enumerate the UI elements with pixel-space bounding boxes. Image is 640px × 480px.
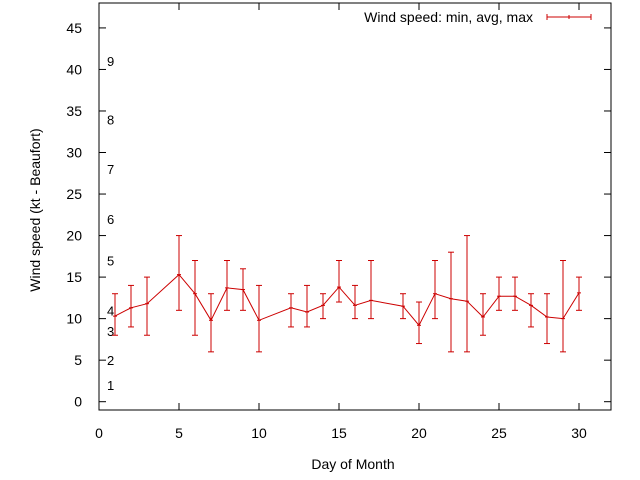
y-tick-label: 35 <box>66 103 82 119</box>
data-point <box>544 293 550 345</box>
x-tick-label: 5 <box>175 425 183 441</box>
beaufort-label: 5 <box>107 253 114 268</box>
y-tick-label: 5 <box>74 352 82 368</box>
data-point <box>352 284 358 320</box>
beaufort-annotations: 1 2 3 4 5 6 7 8 9 <box>107 54 114 393</box>
beaufort-label: 4 <box>107 303 114 318</box>
x-tick-label: 10 <box>251 425 267 441</box>
beaufort-label: 1 <box>107 378 114 393</box>
y-tick-label: 25 <box>66 186 82 202</box>
data-point <box>288 293 294 328</box>
plot-frame <box>98 2 612 411</box>
beaufort-label: 8 <box>107 112 114 127</box>
data-point <box>144 276 150 336</box>
x-tick-label: 15 <box>331 425 347 441</box>
data-point <box>416 301 422 345</box>
plot-border <box>98 2 612 411</box>
data-point <box>368 259 374 320</box>
y-tick-label: 20 <box>66 228 82 244</box>
series-layer <box>112 235 582 353</box>
data-point <box>112 293 118 336</box>
data-point <box>320 293 326 320</box>
data-point <box>448 251 454 353</box>
x-tick-label: 25 <box>491 425 507 441</box>
data-point <box>576 276 582 311</box>
data-point <box>400 293 406 320</box>
data-point <box>304 284 310 328</box>
data-point <box>528 293 534 328</box>
data-point <box>224 259 230 311</box>
data-point <box>128 284 134 328</box>
data-point <box>480 293 486 336</box>
beaufort-label: 7 <box>107 162 114 177</box>
y-axis-title: Wind speed (kt - Beaufort) <box>27 128 43 291</box>
beaufort-label: 3 <box>107 324 114 339</box>
data-point <box>512 276 518 311</box>
legend-label: Wind speed: min, avg, max <box>364 9 533 25</box>
data-point <box>560 259 566 353</box>
data-point <box>336 259 342 303</box>
x-tick-label: 30 <box>571 425 587 441</box>
data-point <box>240 268 246 311</box>
data-point <box>208 293 214 353</box>
beaufort-label: 2 <box>107 353 114 368</box>
legend: Wind speed: min, avg, max <box>364 9 592 25</box>
y-tick-label: 15 <box>66 269 82 285</box>
beaufort-label: 6 <box>107 212 114 227</box>
x-tick-label: 20 <box>411 425 427 441</box>
y-tick-label: 40 <box>66 61 82 77</box>
data-point <box>464 235 470 353</box>
series-line <box>114 273 580 327</box>
beaufort-label: 9 <box>107 54 114 69</box>
data-point <box>192 259 198 336</box>
x-axis-title: Day of Month <box>311 456 394 472</box>
x-tick-label: 0 <box>95 425 103 441</box>
y-tick-label: 10 <box>66 311 82 327</box>
data-point <box>432 259 438 320</box>
data-point <box>256 284 262 353</box>
y-tick-label: 45 <box>66 20 82 36</box>
axis-ticks <box>98 3 611 410</box>
y-tick-label: 30 <box>66 145 82 161</box>
y-tick-label: 0 <box>74 394 82 410</box>
data-point <box>496 276 502 311</box>
data-point <box>176 235 182 311</box>
